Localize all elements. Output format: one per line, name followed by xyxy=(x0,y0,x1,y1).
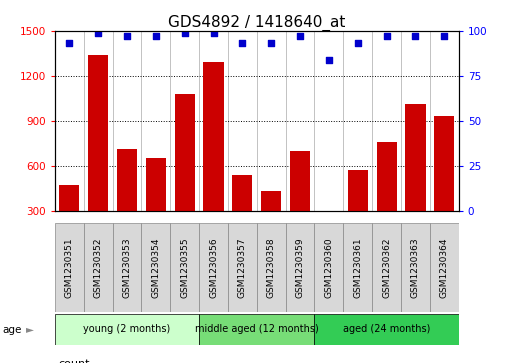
Bar xyxy=(376,142,397,211)
Bar xyxy=(55,314,199,345)
Text: GSM1230356: GSM1230356 xyxy=(209,237,218,298)
Bar xyxy=(203,62,224,211)
Bar xyxy=(261,191,281,211)
Point xyxy=(440,33,449,39)
Bar xyxy=(141,223,170,312)
Text: GSM1230355: GSM1230355 xyxy=(180,237,189,298)
Point xyxy=(123,33,131,39)
Point xyxy=(354,41,362,46)
Text: middle aged (12 months): middle aged (12 months) xyxy=(195,325,319,334)
Bar xyxy=(314,314,459,345)
Bar xyxy=(430,223,459,312)
Point xyxy=(383,33,391,39)
Bar xyxy=(372,223,401,312)
Bar xyxy=(347,170,368,211)
Bar xyxy=(285,223,314,312)
Text: GSM1230351: GSM1230351 xyxy=(65,237,74,298)
Bar xyxy=(228,223,257,312)
Text: GDS4892 / 1418640_at: GDS4892 / 1418640_at xyxy=(168,15,345,31)
Bar xyxy=(113,223,141,312)
Bar xyxy=(314,223,343,312)
Text: ►: ► xyxy=(26,325,35,335)
Text: young (2 months): young (2 months) xyxy=(83,325,171,334)
Text: GSM1230359: GSM1230359 xyxy=(296,237,305,298)
Bar xyxy=(319,211,339,239)
Bar xyxy=(55,223,84,312)
Text: GSM1230363: GSM1230363 xyxy=(411,237,420,298)
Point xyxy=(238,41,246,46)
Bar xyxy=(84,223,113,312)
Text: GSM1230361: GSM1230361 xyxy=(353,237,362,298)
Text: GSM1230353: GSM1230353 xyxy=(122,237,132,298)
Bar xyxy=(199,223,228,312)
Text: GSM1230360: GSM1230360 xyxy=(325,237,333,298)
Bar xyxy=(175,94,195,211)
Text: GSM1230357: GSM1230357 xyxy=(238,237,247,298)
Bar xyxy=(401,223,430,312)
Bar xyxy=(290,151,310,211)
Text: GSM1230364: GSM1230364 xyxy=(440,237,449,298)
Point xyxy=(152,33,160,39)
Bar xyxy=(405,104,426,211)
Text: aged (24 months): aged (24 months) xyxy=(343,325,430,334)
Point xyxy=(65,41,73,46)
Bar xyxy=(88,55,108,211)
Point xyxy=(325,57,333,62)
Point xyxy=(209,30,217,36)
Bar xyxy=(59,185,79,211)
Text: GSM1230358: GSM1230358 xyxy=(267,237,276,298)
Bar xyxy=(146,158,166,211)
Bar xyxy=(199,314,314,345)
Text: GSM1230362: GSM1230362 xyxy=(382,237,391,298)
Bar xyxy=(117,149,137,211)
Point xyxy=(296,33,304,39)
Bar xyxy=(257,223,285,312)
Point xyxy=(181,30,189,36)
Bar xyxy=(343,223,372,312)
Text: GSM1230352: GSM1230352 xyxy=(93,237,103,298)
Text: count: count xyxy=(58,359,90,363)
Text: GSM1230354: GSM1230354 xyxy=(151,237,161,298)
Point xyxy=(411,33,420,39)
Bar xyxy=(434,116,454,211)
Point xyxy=(94,30,102,36)
Text: age: age xyxy=(3,325,22,335)
Bar xyxy=(232,175,252,211)
Bar xyxy=(170,223,199,312)
Point xyxy=(267,41,275,46)
